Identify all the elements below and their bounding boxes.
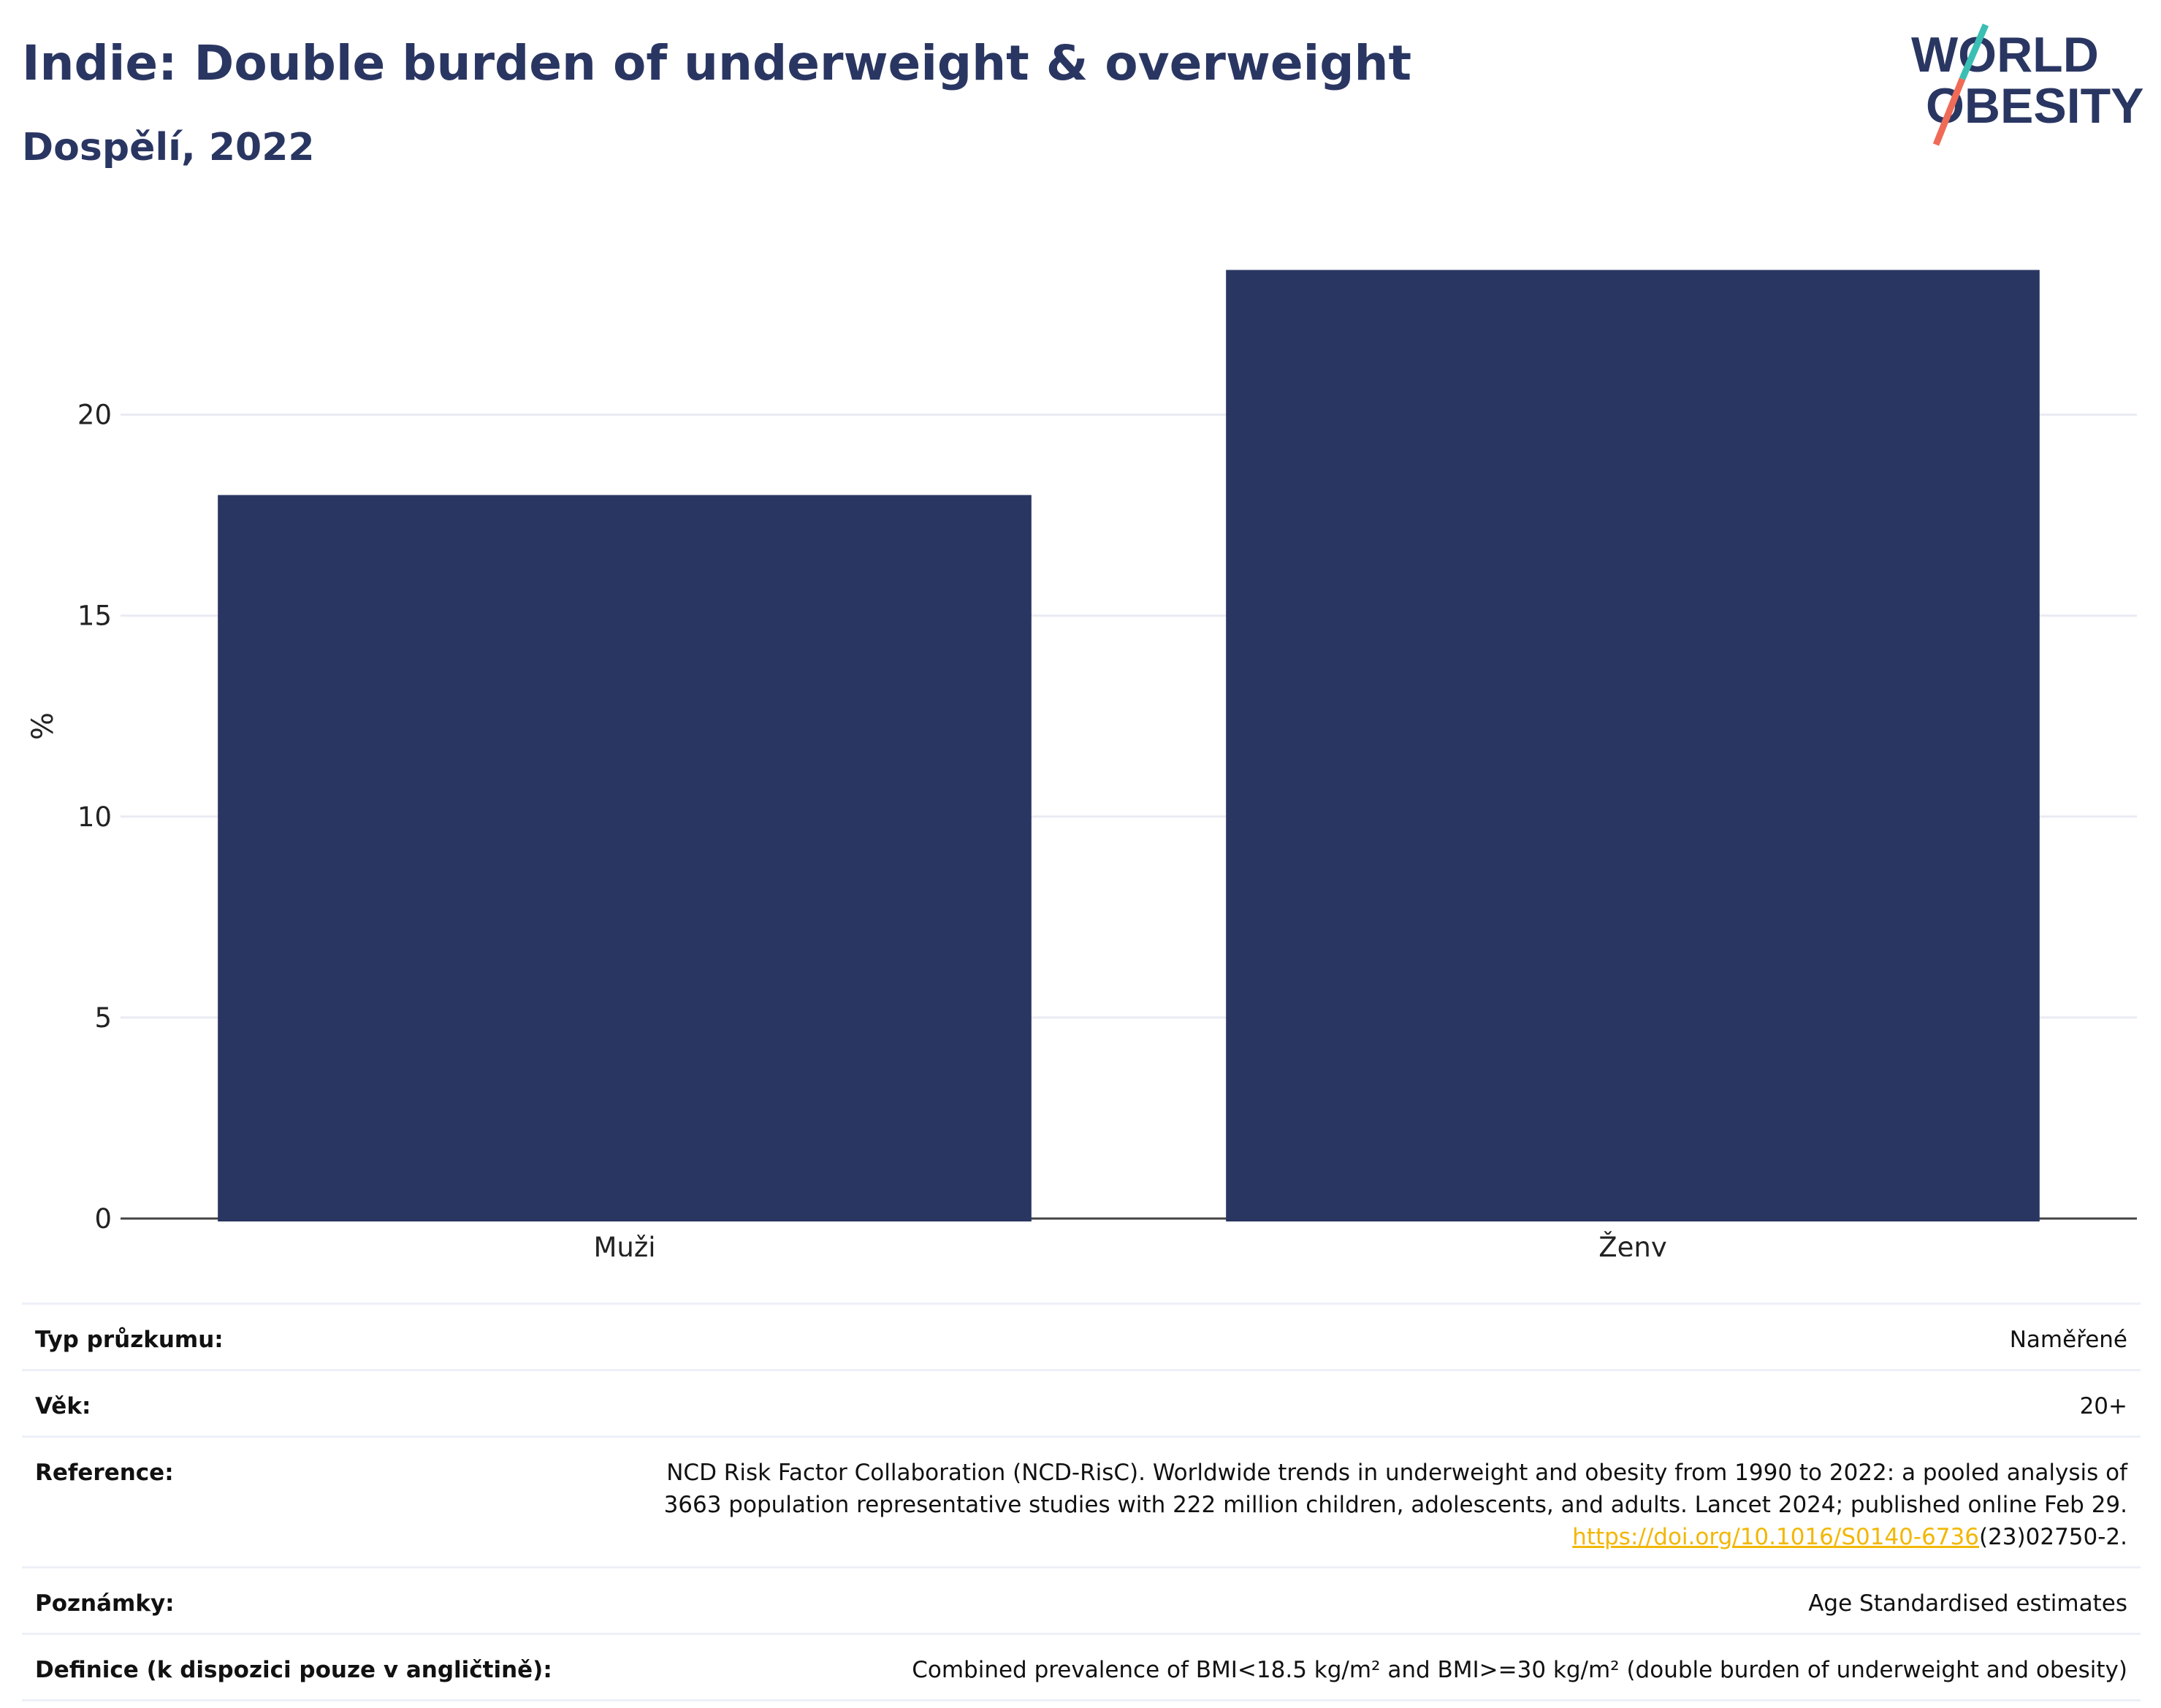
info-row-reference: Reference: NCD Risk Factor Collaboration… bbox=[22, 1436, 2141, 1568]
reference-line1: NCD Risk Factor Collaboration (NCD-RisC)… bbox=[666, 1460, 2127, 1486]
info-row-definition: Definice (k dispozici pouze v angličtině… bbox=[22, 1633, 2141, 1701]
info-row-survey-type: Typ průzkumu: Naměřené bbox=[22, 1303, 2141, 1370]
bar[interactable] bbox=[218, 495, 1032, 1221]
bars bbox=[218, 270, 2040, 1222]
logo-line1: WORLD bbox=[1911, 27, 2099, 83]
x-tick-labels: Muži Ženy bbox=[593, 1231, 1666, 1257]
bar-chart: 0 5 10 15 20 Muži Ženy % bbox=[26, 270, 2137, 1257]
y-tick-labels: 0 5 10 15 20 bbox=[77, 400, 112, 1235]
world-obesity-logo[interactable]: WORLD OBESITY bbox=[1899, 20, 2148, 152]
info-key: Věk: bbox=[35, 1393, 91, 1419]
info-value: Age Standardised estimates bbox=[1808, 1590, 2127, 1617]
y-tick-label: 5 bbox=[94, 1002, 112, 1034]
y-tick-label: 10 bbox=[77, 801, 112, 833]
info-value: Naměřené bbox=[2009, 1327, 2127, 1353]
info-value-reference: NCD Risk Factor Collaboration (NCD-RisC)… bbox=[633, 1437, 2141, 1568]
x-tick-label: Muži bbox=[593, 1232, 655, 1257]
x-tick-label: Ženy bbox=[1598, 1231, 1666, 1257]
chart-title: Indie: Double burden of underweight & ov… bbox=[22, 35, 1412, 91]
bar[interactable] bbox=[1226, 270, 2040, 1222]
reference-doi-suffix: (23)02750-2. bbox=[1978, 1524, 2127, 1550]
info-key: Reference: bbox=[35, 1460, 174, 1486]
y-tick-label: 0 bbox=[94, 1203, 112, 1235]
logo-slash-teal bbox=[1959, 23, 1989, 80]
info-key: Typ průzkumu: bbox=[35, 1327, 224, 1353]
info-row-age: Věk: 20+ bbox=[22, 1370, 2141, 1437]
info-row-notes: Poznámky: Age Standardised estimates bbox=[22, 1567, 2141, 1634]
info-key: Definice (k dispozici pouze v angličtině… bbox=[35, 1657, 552, 1683]
info-table: Typ průzkumu: Naměřené Věk: 20+ Referenc… bbox=[22, 1303, 2141, 1701]
y-axis-title: % bbox=[26, 712, 60, 740]
y-tick-label: 15 bbox=[77, 601, 112, 632]
reference-line3: https://doi.org/10.1016/S0140-6736(23)02… bbox=[646, 1521, 2127, 1553]
info-value: 20+ bbox=[2079, 1393, 2127, 1419]
info-key: Poznámky: bbox=[35, 1590, 175, 1617]
world-obesity-logo-graphic: WORLD OBESITY bbox=[1911, 23, 2144, 146]
chart-subtitle: Dospělí, 2022 bbox=[22, 126, 315, 169]
reference-doi-link[interactable]: https://doi.org/10.1016/S0140-6736 bbox=[1572, 1524, 1979, 1550]
logo-slash-coral bbox=[1932, 77, 1966, 146]
reference-line2: 3663 population representative studies w… bbox=[663, 1492, 2127, 1518]
info-value: Combined prevalence of BMI<18.5 kg/m² an… bbox=[912, 1657, 2127, 1683]
y-tick-label: 20 bbox=[77, 400, 112, 431]
